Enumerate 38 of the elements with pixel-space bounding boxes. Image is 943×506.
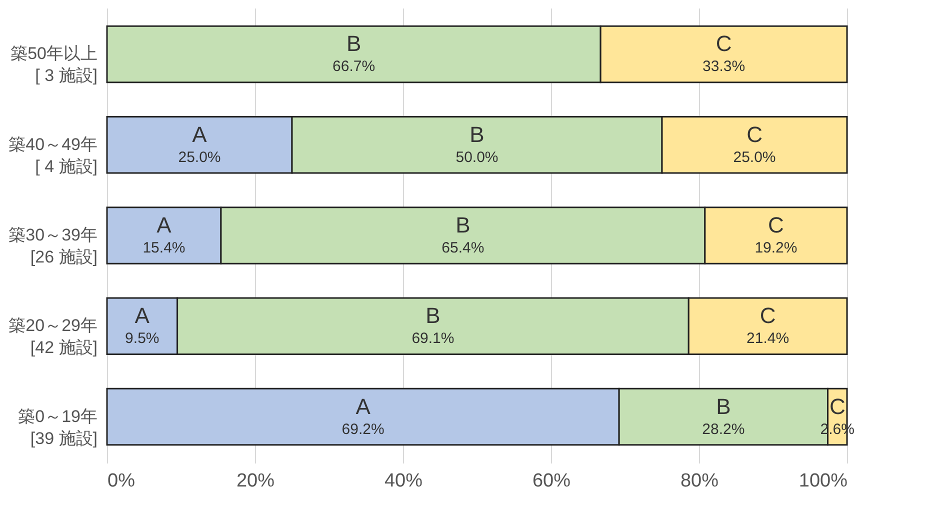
- text: B: [456, 212, 470, 238]
- text: A: [356, 394, 370, 419]
- series-label: C: [829, 394, 846, 419]
- y-tick-label: 築0～19年 [39 施設]: [18, 406, 98, 448]
- y-tick-label: 築30～39年 [26 施設]: [8, 226, 98, 266]
- series-label: A: [134, 303, 150, 328]
- text: B: [346, 31, 362, 56]
- text: C: [760, 303, 776, 328]
- data-label: 50.0%: [456, 148, 498, 166]
- series-label: B: [426, 303, 440, 328]
- data-label: 28.2%: [702, 420, 745, 438]
- text: A: [192, 122, 207, 147]
- data-label: 33.3%: [702, 58, 746, 76]
- text: A: [156, 212, 172, 238]
- data-label: 9.5%: [125, 330, 160, 348]
- x-tick-label: 20%: [236, 470, 275, 492]
- data-label: 25.0%: [178, 148, 221, 166]
- data-label: 66.7%: [332, 58, 376, 76]
- y-tick-label: 築40～49年 [ 4 施設]: [8, 134, 98, 176]
- text: B: [716, 394, 731, 419]
- x-tick-label: 80%: [680, 470, 719, 492]
- text: C: [768, 212, 784, 238]
- y-tick-label: 築50年以上 [ 3 施設]: [10, 44, 98, 86]
- data-label: 69.2%: [342, 420, 384, 438]
- text: C: [716, 31, 732, 56]
- x-tick-label: 60%: [532, 470, 571, 492]
- data-label: 15.4%: [142, 240, 186, 256]
- x-tick-label: 100%: [798, 470, 848, 492]
- data-label: 19.2%: [754, 240, 798, 256]
- data-label: 69.1%: [412, 330, 454, 348]
- text: C: [746, 122, 762, 147]
- data-label: 21.4%: [746, 330, 790, 348]
- data-label: 25.0%: [733, 148, 776, 166]
- data-label: 65.4%: [442, 240, 484, 256]
- x-tick-label: 0%: [108, 470, 136, 492]
- x-tick-label: 40%: [384, 470, 423, 492]
- y-tick-label: 築20～29年 [42 施設]: [8, 316, 98, 358]
- text: B: [470, 122, 484, 147]
